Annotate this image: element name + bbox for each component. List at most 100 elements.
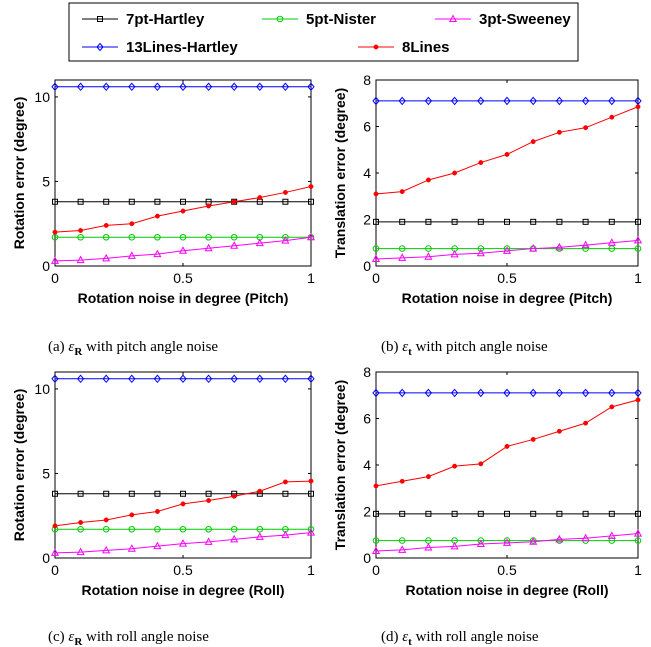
data-point xyxy=(477,537,485,544)
legend-entry: 7pt-Hartley xyxy=(82,11,205,28)
data-point xyxy=(204,82,213,92)
chart-panel: 0 0.5 1 0 2 4 6 8 Rotation noise in degree (Pitc… xyxy=(332,72,642,358)
data-point xyxy=(102,545,111,554)
data-point xyxy=(154,490,161,497)
data-point xyxy=(154,198,161,205)
plot-frame xyxy=(375,371,639,559)
y-tick-label: 4 xyxy=(363,457,371,473)
data-point xyxy=(256,82,264,92)
data-point xyxy=(635,397,641,403)
data-point xyxy=(607,238,616,246)
data-point xyxy=(372,537,380,544)
data-point xyxy=(78,520,84,525)
data-point xyxy=(398,537,406,544)
y-tick-label: 0 xyxy=(363,258,371,274)
data-point xyxy=(180,501,186,507)
data-point xyxy=(635,104,641,110)
series-8lines xyxy=(373,397,641,489)
x-tick-label: 0.5 xyxy=(497,270,517,286)
y-tick-label: 0 xyxy=(363,550,371,566)
data-point xyxy=(399,218,406,225)
data-point xyxy=(477,510,484,517)
data-point xyxy=(556,510,563,517)
legend-label: 8Lines xyxy=(402,39,450,56)
data-point xyxy=(230,241,239,249)
data-point xyxy=(452,463,458,469)
data-point xyxy=(282,490,289,497)
legend-entry: 3pt-Sweeney xyxy=(435,11,571,28)
series-line xyxy=(375,399,639,487)
x-tick-label: 0.5 xyxy=(173,562,193,578)
data-point xyxy=(608,510,615,517)
data-point xyxy=(529,244,538,252)
data-point xyxy=(634,388,642,398)
series-3pt-sweeney xyxy=(50,232,316,264)
data-point xyxy=(581,96,590,106)
data-point xyxy=(205,233,212,241)
data-point xyxy=(153,541,162,550)
data-point xyxy=(281,374,290,384)
data-point xyxy=(77,525,84,533)
data-point xyxy=(255,238,264,247)
data-point xyxy=(608,245,616,252)
x-axis-label: Rotation noise in degree (Pitch) xyxy=(78,290,289,306)
data-point xyxy=(206,498,212,503)
data-point xyxy=(257,488,263,494)
data-point xyxy=(103,490,110,497)
data-point xyxy=(398,253,407,261)
data-point xyxy=(50,256,60,264)
data-point xyxy=(231,199,237,205)
data-point xyxy=(230,82,238,92)
data-point xyxy=(154,525,161,533)
series-3pt-sweeney xyxy=(371,529,643,555)
data-point xyxy=(204,537,213,545)
data-point xyxy=(308,198,314,205)
series-8lines xyxy=(52,184,314,235)
legend-marker xyxy=(96,42,104,52)
data-point xyxy=(478,160,484,165)
data-point xyxy=(529,96,537,106)
data-point xyxy=(255,532,264,540)
data-point xyxy=(179,82,187,92)
data-point xyxy=(582,510,589,517)
data-point xyxy=(477,218,484,225)
data-point xyxy=(424,542,433,551)
data-point xyxy=(127,544,136,552)
data-point xyxy=(504,510,510,517)
data-point xyxy=(281,82,290,92)
data-point xyxy=(502,538,512,546)
data-point xyxy=(129,512,135,518)
data-point xyxy=(281,530,290,539)
data-point xyxy=(609,114,615,120)
data-point xyxy=(307,82,315,92)
data-point xyxy=(102,253,111,262)
data-point xyxy=(282,198,289,205)
chart-panel: 0 0.5 1 0 2 4 6 8 Rotation noise in degree (Roll… xyxy=(332,364,642,647)
data-point xyxy=(425,510,432,517)
y-axis-label: Rotation error (degree) xyxy=(11,97,27,249)
data-point xyxy=(76,374,85,384)
x-axis-label: Rotation noise in degree (Roll) xyxy=(405,582,608,598)
data-point xyxy=(178,539,188,547)
data-point xyxy=(425,177,431,183)
x-tick-label: 0 xyxy=(51,270,59,286)
series-13lines-hartley xyxy=(372,388,642,398)
y-tick-label: 5 xyxy=(42,173,50,189)
data-point xyxy=(424,252,433,260)
legend-entry: 5pt-Nister xyxy=(262,11,376,28)
series-8lines xyxy=(373,104,641,197)
data-point xyxy=(425,245,432,252)
data-point xyxy=(282,479,288,485)
data-point xyxy=(127,251,136,259)
x-tick-label: 0 xyxy=(51,562,59,578)
x-tick-label: 0.5 xyxy=(497,562,517,578)
series-line xyxy=(54,236,312,262)
plot-frame xyxy=(54,79,312,267)
data-point xyxy=(556,428,562,434)
data-point xyxy=(129,221,135,227)
series-line xyxy=(375,106,639,195)
data-point xyxy=(76,255,85,264)
data-point xyxy=(178,246,188,254)
data-point xyxy=(51,374,59,384)
